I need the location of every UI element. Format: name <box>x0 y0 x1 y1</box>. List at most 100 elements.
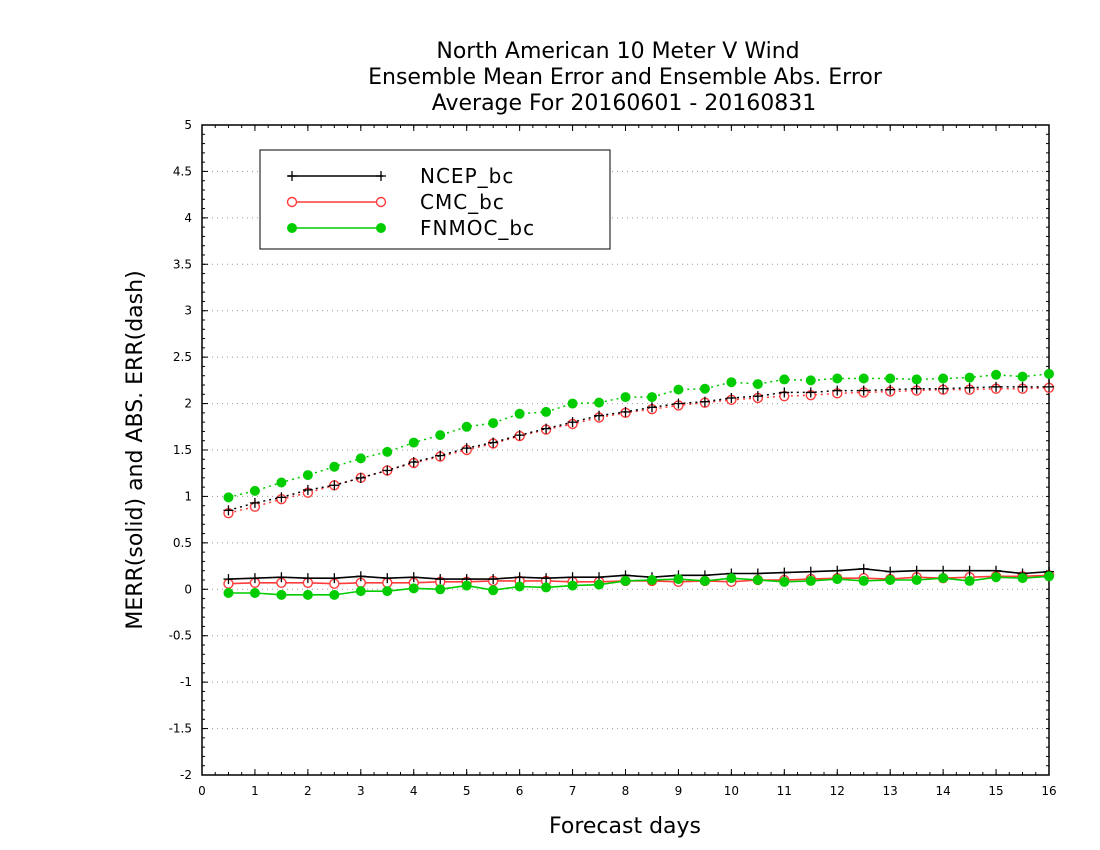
y-tick-label: 4 <box>184 211 192 225</box>
mean-error-point <box>594 579 605 590</box>
abs-error-point <box>646 402 657 413</box>
abs-error-point <box>567 417 578 428</box>
mean-error-point <box>435 584 446 595</box>
y-tick-label: 2.5 <box>173 350 192 364</box>
legend-label: CMC_bc <box>420 190 505 214</box>
abs-error-point <box>488 418 499 429</box>
chart-title: North American 10 Meter V Wind Ensemble … <box>368 39 883 116</box>
y-tick-label: 2 <box>184 397 192 411</box>
abs-error-point <box>911 383 922 394</box>
mean-error-point <box>885 566 896 577</box>
abs-error-point <box>938 383 949 394</box>
abs-error-point <box>329 480 340 491</box>
x-tick-label: 3 <box>357 784 365 798</box>
legend-label: FNMOC_bc <box>420 216 535 240</box>
x-tick-label: 13 <box>883 784 898 798</box>
mean-error-point <box>276 589 287 600</box>
abs-error-point <box>249 497 260 508</box>
x-tick-label: 15 <box>988 784 1003 798</box>
mean-error-point <box>752 575 763 585</box>
abs-error-point <box>805 375 816 386</box>
abs-error-line <box>228 373 1050 499</box>
y-tick-label: 4.5 <box>173 164 192 178</box>
mean-error-point <box>329 573 340 584</box>
abs-error-point <box>567 398 578 409</box>
abs-error-point <box>752 391 763 402</box>
mean-error-point <box>911 575 922 585</box>
series-layer <box>223 368 1055 600</box>
title-line-2: Ensemble Mean Error and Ensemble Abs. Er… <box>368 65 883 90</box>
y-tick-label: 3.5 <box>173 257 192 271</box>
x-tick-label: 2 <box>304 784 312 798</box>
legend-item-FNMOC_bc: FNMOC_bc <box>287 216 535 240</box>
mean-error-point <box>461 580 472 591</box>
abs-error-point <box>382 446 393 457</box>
mean-error-line <box>228 575 1050 596</box>
abs-error-line <box>228 386 1049 512</box>
x-axis: 0 1 2 3 4 5 6 7 8 9 10 11 12 13 14 15 16 <box>198 125 1057 798</box>
x-tick-label: 1 <box>251 784 259 798</box>
abs-error-point <box>885 373 896 384</box>
mean-error-point <box>488 585 499 596</box>
abs-error-point <box>302 470 313 481</box>
abs-error-point <box>382 465 393 476</box>
y-tick-label: -1 <box>180 675 192 689</box>
mean-error-point <box>276 572 287 583</box>
abs-error-point <box>964 382 975 393</box>
abs-error-point <box>408 457 419 468</box>
legend-marker <box>287 223 297 233</box>
abs-error-point <box>435 430 446 441</box>
mean-error-point <box>541 582 552 593</box>
title-line-3: Average For 20160601 - 20160831 <box>432 91 817 116</box>
mean-error-point <box>223 574 234 585</box>
mean-error-point <box>514 572 525 583</box>
x-tick-label: 16 <box>1041 784 1056 798</box>
abs-error-point <box>408 437 419 448</box>
abs-error-point <box>699 396 710 407</box>
mean-error-point <box>964 565 975 576</box>
abs-error-point <box>673 398 684 409</box>
abs-error-point <box>435 450 446 461</box>
mean-error-point <box>1044 571 1054 582</box>
abs-error-point <box>620 392 631 403</box>
x-tick-label: 6 <box>516 784 524 798</box>
abs-error-point <box>329 461 340 472</box>
abs-error-point <box>541 406 552 417</box>
abs-error-point <box>276 477 287 488</box>
abs-error-point <box>832 385 843 396</box>
x-axis-label: Forecast days <box>549 814 701 839</box>
abs-error-point <box>858 385 869 396</box>
abs-error-point <box>249 485 260 496</box>
abs-error-point <box>223 505 234 516</box>
mean-error-point <box>408 572 419 583</box>
mean-error-point <box>646 575 657 585</box>
legend-box <box>259 149 611 250</box>
abs-error-point <box>461 421 472 432</box>
mean-error-point <box>832 574 843 585</box>
abs-error-point <box>355 472 366 483</box>
mean-error-point <box>805 566 816 577</box>
abs-error-line <box>228 387 1050 514</box>
abs-error-point <box>541 423 552 434</box>
mean-error-point <box>1017 573 1028 584</box>
y-axis: -2 -1.5 -1 -0.5 0 0.5 1 1.5 2 2.5 3 3.5 4 4.5 5 <box>169 118 1049 782</box>
legend-label: NCEP_bc <box>420 164 514 188</box>
x-tick-label: 0 <box>198 784 206 798</box>
mean-error-point <box>435 574 446 585</box>
mean-error-point <box>620 575 631 586</box>
title-line-1: North American 10 Meter V Wind <box>436 39 799 64</box>
y-tick-label: 1.5 <box>173 443 192 457</box>
y-tick-label: -1.5 <box>169 722 192 736</box>
mean-error-point <box>567 572 578 583</box>
abs-error-point <box>594 397 605 408</box>
abs-error-point <box>805 387 816 398</box>
abs-error-point <box>1017 371 1028 382</box>
x-tick-label: 12 <box>830 784 845 798</box>
mean-error-point <box>488 574 499 585</box>
mean-error-point <box>382 573 393 584</box>
y-tick-label: -0.5 <box>169 629 192 643</box>
abs-error-point <box>646 392 657 403</box>
legend-marker <box>286 196 298 208</box>
